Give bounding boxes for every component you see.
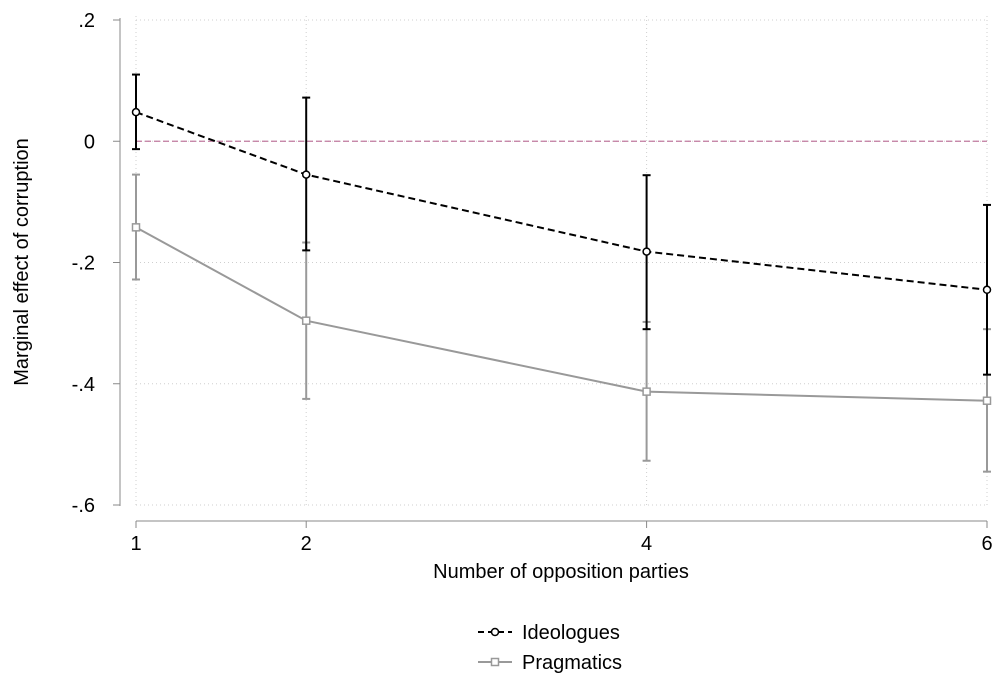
data-point-pragmatics [131, 223, 141, 232]
series-line-pragmatics [135, 226, 988, 402]
y-tick-label: -.4 [72, 374, 95, 396]
data-point-pragmatics [301, 316, 311, 325]
series-line-ideologues [135, 111, 988, 291]
series-group [131, 73, 992, 473]
legend-marker-pragmatics [490, 657, 500, 667]
y-tick-label: -.2 [72, 253, 95, 275]
series-pragmatics [131, 173, 992, 473]
series-ideologues [131, 73, 992, 376]
grid [135, 16, 988, 506]
axes [119, 18, 987, 522]
x-axis-label: Number of opposition parties [433, 561, 689, 583]
legend: Ideologues Pragmatics [478, 622, 622, 674]
ticks: .2 0 -.2 -.4 -.6 1 2 4 6 [72, 10, 993, 555]
legend-label-pragmatics: Pragmatics [522, 652, 622, 674]
x-tick-label: 2 [301, 533, 312, 555]
x-tick-label: 4 [641, 533, 652, 555]
data-point-pragmatics [982, 396, 992, 405]
data-point-ideologues [131, 107, 141, 117]
legend-label-ideologues: Ideologues [522, 622, 620, 644]
legend-marker-ideologues [490, 627, 500, 637]
legend-item-pragmatics: Pragmatics [478, 652, 622, 674]
data-point-ideologues [982, 285, 992, 295]
y-axis-label: Marginal effect of corruption [11, 138, 33, 386]
data-point-pragmatics [642, 387, 651, 396]
data-point-ideologues [642, 247, 651, 256]
y-tick-label: .2 [78, 10, 95, 32]
y-tick-label: 0 [84, 131, 95, 153]
data-point-ideologues [301, 170, 311, 179]
legend-item-ideologues: Ideologues [478, 622, 620, 644]
x-tick-label: 1 [130, 533, 141, 555]
x-tick-label: 6 [981, 533, 992, 555]
y-tick-label: -.6 [72, 495, 95, 517]
